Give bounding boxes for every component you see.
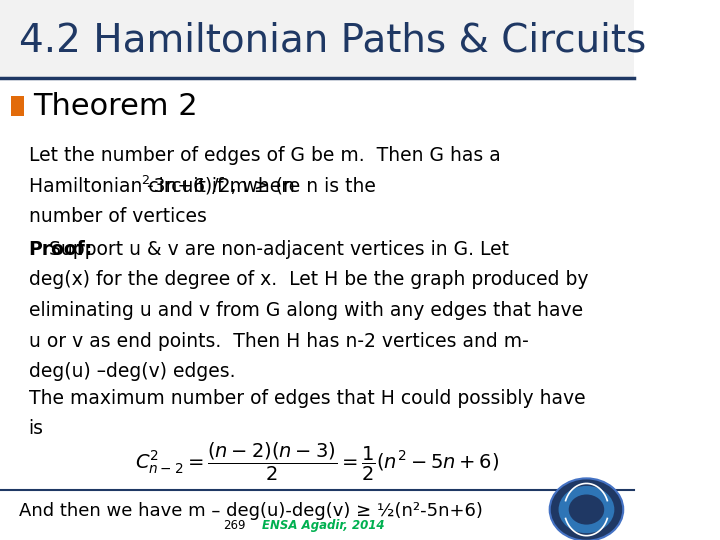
Text: 4.2 Hamiltonian Paths & Circuits: 4.2 Hamiltonian Paths & Circuits [19,21,647,59]
FancyBboxPatch shape [12,96,24,116]
Text: -3n+6)/2, where n is the: -3n+6)/2, where n is the [147,177,376,196]
Text: deg(u) –deg(v) edges.: deg(u) –deg(v) edges. [29,362,235,381]
Circle shape [559,486,614,533]
Text: u or v as end points.  Then H has n-2 vertices and m-: u or v as end points. Then H has n-2 ver… [29,332,528,350]
Text: eliminating u and v from G along with any edges that have: eliminating u and v from G along with an… [29,301,582,320]
Text: Let the number of edges of G be m.  Then G has a: Let the number of edges of G be m. Then … [29,146,500,165]
Text: Support u & v are non-adjacent vertices in G. Let: Support u & v are non-adjacent vertices … [43,240,509,259]
Text: And then we have m – deg(u)-deg(v) ≥ ½(n²-5n+6): And then we have m – deg(u)-deg(v) ≥ ½(n… [19,502,483,519]
Text: number of vertices: number of vertices [29,207,207,226]
Text: Hamiltonian circuit if m ≥ (n: Hamiltonian circuit if m ≥ (n [29,177,294,196]
Circle shape [549,478,624,540]
FancyBboxPatch shape [0,0,634,78]
Text: deg(x) for the degree of x.  Let H be the graph produced by: deg(x) for the degree of x. Let H be the… [29,271,588,289]
Text: 2: 2 [142,174,150,187]
Text: $C_{n-2}^{2} = \dfrac{(n-2)(n-3)}{2} = \dfrac{1}{2}(n^{2}-5n+6)$: $C_{n-2}^{2} = \dfrac{(n-2)(n-3)}{2} = \… [135,441,499,483]
Text: Proof:: Proof: [29,240,93,259]
Text: 269: 269 [223,519,246,532]
Text: ENSA Agadir, 2014: ENSA Agadir, 2014 [262,519,384,532]
Text: Theorem 2: Theorem 2 [33,92,197,121]
Text: is: is [29,419,43,438]
Text: The maximum number of edges that H could possibly have: The maximum number of edges that H could… [29,389,585,408]
Circle shape [569,495,604,524]
